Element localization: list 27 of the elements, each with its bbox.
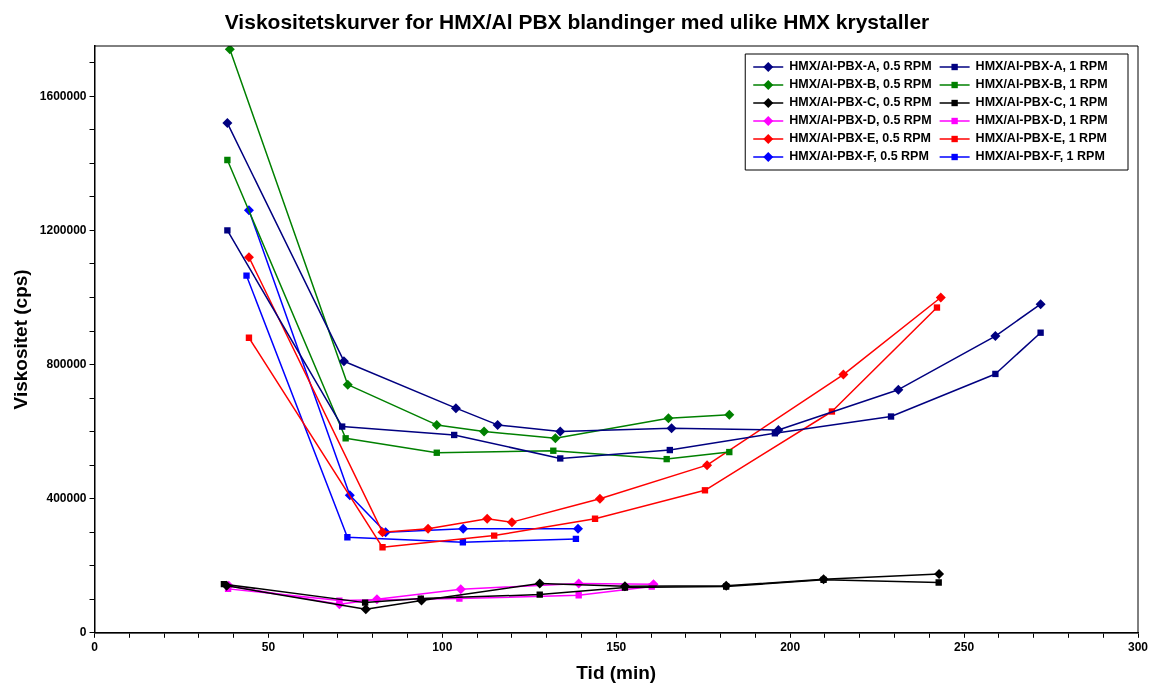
legend-label: HMX/Al-PBX-F, 1 RPM	[975, 149, 1105, 164]
x-tick-label: 300	[1127, 640, 1149, 655]
x-tick-label: 150	[606, 640, 627, 655]
legend-label: HMX/Al-PBX-E, 1 RPM	[975, 131, 1107, 146]
y-tick-label: 0	[79, 625, 87, 640]
x-tick-label: 0	[91, 640, 99, 655]
legend-label: HMX/Al-PBX-F, 0.5 RPM	[789, 149, 929, 164]
legend-label: HMX/Al-PBX-A, 1 RPM	[975, 59, 1108, 74]
legend-label: HMX/Al-PBX-B, 0.5 RPM	[789, 77, 932, 92]
x-tick-label: 50	[261, 640, 276, 655]
x-tick-label: 200	[780, 640, 801, 655]
y-tick-label: 400000	[46, 490, 87, 505]
x-tick-label: 100	[432, 640, 453, 655]
legend-label: HMX/Al-PBX-C, 0.5 RPM	[789, 95, 932, 110]
legend-label: HMX/Al-PBX-B, 1 RPM	[975, 77, 1108, 92]
y-tick-label: 1600000	[39, 88, 87, 103]
legend-label: HMX/Al-PBX-D, 1 RPM	[975, 113, 1108, 128]
x-axis-title: Tid (min)	[576, 661, 657, 683]
chart-title: Viskositetskurver for HMX/Al PBX blandinger med ulike HMX krystaller	[223, 10, 931, 34]
legend-label: HMX/Al-PBX-A, 0.5 RPM	[789, 59, 932, 74]
y-tick-label: 1200000	[39, 222, 87, 237]
legend-label: HMX/Al-PBX-E, 0.5 RPM	[789, 131, 931, 146]
y-tick-label: 800000	[46, 356, 87, 371]
legend-label: HMX/Al-PBX-D, 0.5 RPM	[789, 113, 932, 128]
y-axis-title: Viskositet (cps)	[9, 269, 31, 410]
x-tick-label: 250	[954, 640, 975, 655]
legend-label: HMX/Al-PBX-C, 1 RPM	[975, 95, 1108, 110]
